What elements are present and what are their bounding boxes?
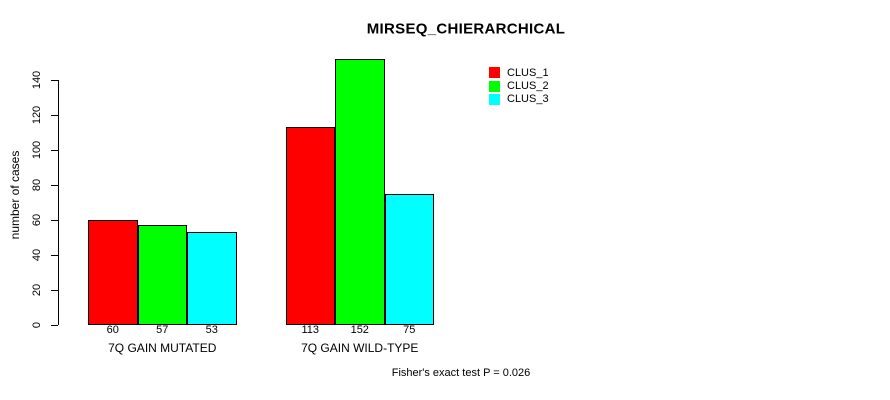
y-tick-120	[51, 115, 58, 116]
y-tick-0	[51, 325, 58, 326]
legend-label-clus_3: CLUS_3	[507, 93, 549, 106]
y-axis-label: number of cases	[8, 150, 22, 240]
y-tick-label-40: 40	[31, 248, 43, 262]
y-tick-label-20: 20	[31, 283, 43, 297]
bar-clus_1-group2	[285, 127, 335, 325]
legend-row-clus_3: CLUS_3	[489, 93, 549, 106]
legend: CLUS_1 CLUS_2 CLUS_3	[489, 66, 549, 106]
category-label-group1: 7Q GAIN MUTATED	[108, 341, 217, 355]
legend-swatch-clus_2	[489, 80, 500, 92]
y-axis-line	[58, 80, 59, 325]
y-tick-20	[51, 290, 58, 291]
bar-clus_3-group1	[187, 232, 237, 325]
bar-clus_3-group2	[384, 193, 434, 325]
legend-label-clus_2: CLUS_2	[507, 80, 549, 93]
y-tick-label-100: 100	[31, 140, 43, 160]
category-label-group2: 7Q GAIN WILD-TYPE	[301, 341, 419, 355]
legend-swatch-clus_1	[489, 67, 500, 79]
y-tick-60	[51, 220, 58, 221]
y-tick-100	[51, 150, 58, 151]
y-tick-40	[51, 255, 58, 256]
legend-label-clus_1: CLUS_1	[507, 66, 549, 79]
bar-value-clus_3-group1: 53	[205, 324, 218, 336]
bar-clus_1-group1	[88, 220, 138, 325]
bar-value-clus_1-group2: 113	[301, 324, 320, 336]
legend-row-clus_1: CLUS_1	[489, 66, 549, 79]
bar-value-clus_2-group2: 152	[350, 324, 369, 336]
y-tick-label-140: 140	[31, 70, 43, 90]
y-tick-label-80: 80	[31, 178, 43, 192]
bar-value-clus_2-group1: 57	[156, 324, 169, 336]
y-tick-label-0: 0	[31, 321, 43, 329]
chart-title: MIRSEQ_CHIERARCHICAL	[366, 20, 566, 38]
bar-value-clus_3-group2: 75	[403, 324, 416, 336]
y-tick-80	[51, 185, 58, 186]
y-tick-140	[51, 80, 58, 81]
bar-clus_2-group2	[335, 59, 385, 325]
y-tick-label-60: 60	[31, 213, 43, 227]
legend-swatch-clus_3	[489, 93, 500, 105]
bar-value-clus_1-group1: 60	[106, 324, 119, 336]
y-tick-label-120: 120	[31, 105, 43, 125]
fisher-test-annotation: Fisher's exact test P = 0.026	[391, 367, 531, 379]
bar-clus_2-group1	[137, 225, 187, 325]
legend-row-clus_2: CLUS_2	[489, 79, 549, 92]
